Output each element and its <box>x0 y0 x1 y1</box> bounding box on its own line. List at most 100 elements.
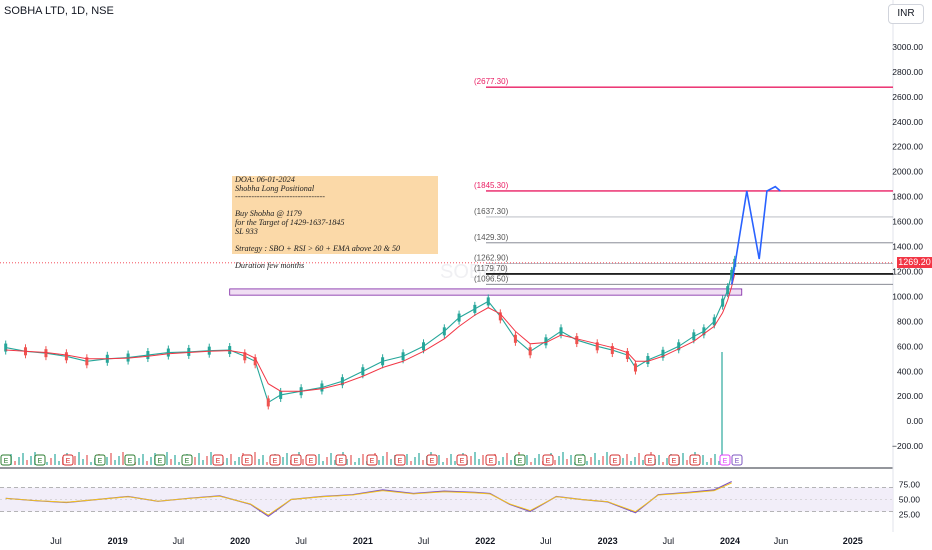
candle-body <box>126 353 130 362</box>
y-tick-label: 600.00 <box>897 341 923 351</box>
volume-bar <box>658 455 660 465</box>
x-tick-label: Jul <box>540 536 552 546</box>
event-marker <box>212 454 224 466</box>
volume-bar <box>442 462 444 465</box>
volume-bar <box>526 455 528 465</box>
rsi-tick-label: 75.00 <box>899 480 921 490</box>
candle-body <box>712 317 716 326</box>
volume-bar <box>718 461 720 465</box>
volume-bar <box>662 462 664 465</box>
x-tick-label: Jul <box>295 536 307 546</box>
volume-spike <box>721 352 723 465</box>
symbol-title: SOBHA LTD, 1D, NSE <box>4 5 114 17</box>
volume-bar <box>606 452 608 465</box>
candle-body <box>721 298 725 307</box>
volume-bar <box>258 459 260 465</box>
volume-bar <box>702 455 704 465</box>
candle-body <box>486 297 490 306</box>
event-marker-glyph: E <box>398 458 403 465</box>
volume-bar <box>14 461 16 465</box>
volume-bar <box>626 454 628 465</box>
volume-bar <box>230 454 232 465</box>
volume-bar <box>410 461 412 465</box>
volume-bar <box>562 452 564 465</box>
x-tick-label: 2025 <box>843 536 863 546</box>
candle-body <box>85 357 89 366</box>
event-marker <box>94 454 106 466</box>
volume-bar <box>406 454 408 465</box>
event-marker <box>542 454 554 466</box>
volume-bar <box>482 455 484 465</box>
volume-bar <box>118 456 120 465</box>
volume-bar <box>146 461 148 465</box>
candle-body <box>702 327 706 336</box>
y-tick-label: 2800.00 <box>892 67 923 77</box>
target-level-label: (1637.30) <box>474 207 509 216</box>
volume-bar <box>334 460 336 465</box>
volume-bar <box>202 460 204 465</box>
note-line: Buy Shobha @ 1179 <box>235 209 302 219</box>
volume-bar <box>506 453 508 465</box>
rsi-signal-line <box>5 482 732 516</box>
volume-bar <box>362 454 364 465</box>
candle-body <box>361 367 365 376</box>
volume-bar <box>422 460 424 465</box>
event-marker <box>366 454 378 466</box>
volume-bar <box>238 457 240 465</box>
event-marker <box>124 454 136 466</box>
target-level-label: (1845.30) <box>474 181 509 190</box>
candle-body <box>64 352 68 361</box>
event-marker-glyph: E <box>489 458 494 465</box>
event-marker-glyph: E <box>693 458 698 465</box>
note-line: for the Target of 1429-1637-1845 <box>235 217 345 227</box>
volume-bar <box>534 458 536 465</box>
forecast-path <box>730 185 781 285</box>
volume-bar <box>234 461 236 465</box>
event-marker <box>62 454 74 466</box>
event-marker <box>335 454 347 466</box>
candle-body <box>610 346 614 355</box>
event-marker-glyph: E <box>216 458 221 465</box>
volume-bar <box>302 459 304 465</box>
candle-body <box>677 342 681 351</box>
event-marker-glyph: E <box>723 458 728 465</box>
volume-bar <box>454 461 456 465</box>
volume-bar <box>686 460 688 465</box>
volume-bar <box>30 456 32 465</box>
target-level-label: (1179.70) <box>474 264 508 273</box>
event-marker <box>514 454 526 466</box>
candle-body <box>279 390 283 399</box>
y-tick-label: 200.00 <box>897 391 923 401</box>
candle-body <box>340 377 344 386</box>
note-line: Strategy : SBO + RSI > 60 + EMA above 20… <box>235 243 401 253</box>
x-tick-label: 2019 <box>108 536 128 546</box>
event-marker-glyph: E <box>4 458 9 465</box>
candle-body <box>730 269 734 278</box>
event-marker-glyph: E <box>613 458 618 465</box>
volume-bar <box>630 461 632 465</box>
volume-bar <box>598 460 600 465</box>
y-tick-label: 2600.00 <box>892 92 923 102</box>
currency-button[interactable]: INR <box>888 4 924 24</box>
event-marker <box>34 454 46 466</box>
volume-bar <box>198 453 200 465</box>
candle-body <box>595 342 599 351</box>
y-tick-label: 2400.00 <box>892 117 923 127</box>
y-tick-label: 1400.00 <box>892 242 923 252</box>
candle-body <box>266 398 270 407</box>
volume-bar <box>174 455 176 465</box>
target-level-label: (1096.50) <box>474 274 509 283</box>
volume-bar <box>638 453 640 465</box>
volume-bar <box>666 458 668 465</box>
volume-bar <box>706 462 708 465</box>
event-marker-glyph: E <box>430 458 435 465</box>
volume-bar <box>210 452 212 465</box>
event-marker-glyph: E <box>648 458 653 465</box>
volume-bar <box>570 455 572 465</box>
volume-bar <box>714 454 716 465</box>
candle-body <box>422 342 426 351</box>
event-marker-glyph: E <box>128 458 133 465</box>
x-tick-label: 2024 <box>720 536 740 546</box>
volume-bar <box>470 456 472 465</box>
